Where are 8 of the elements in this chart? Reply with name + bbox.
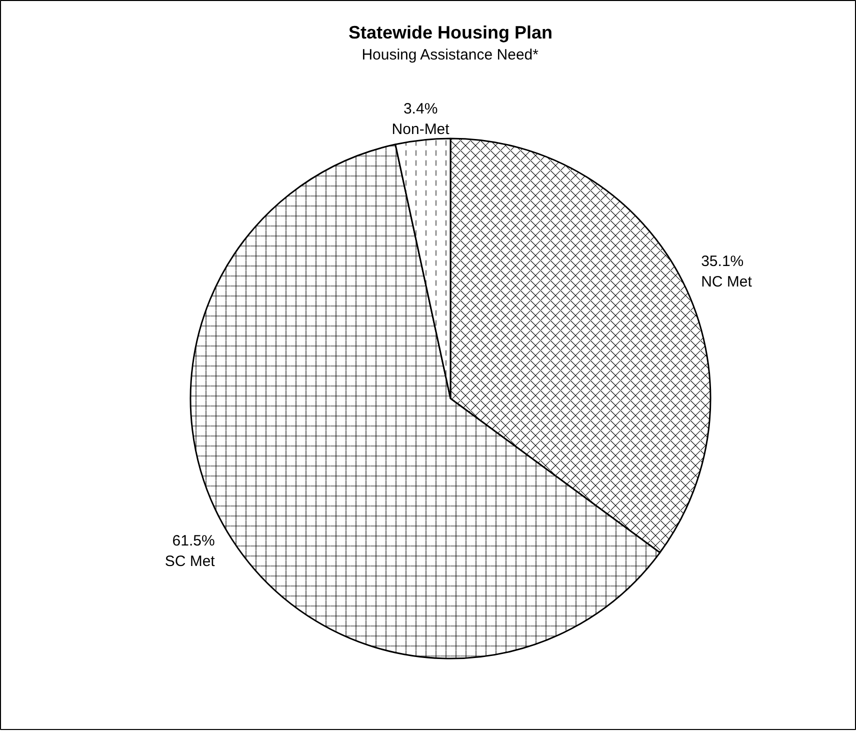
slice-label: Non-Met: [392, 121, 450, 138]
chart-subtitle: Housing Assistance Need*: [362, 46, 539, 64]
data-label: 35.1%: [701, 253, 744, 270]
chart-title: Statewide Housing Plan: [348, 22, 553, 42]
data-label: 3.4%: [403, 100, 438, 118]
slice-label: NC Met: [701, 274, 753, 291]
slice-label: SC Met: [164, 552, 216, 570]
data-label: 61.5%: [172, 532, 215, 550]
